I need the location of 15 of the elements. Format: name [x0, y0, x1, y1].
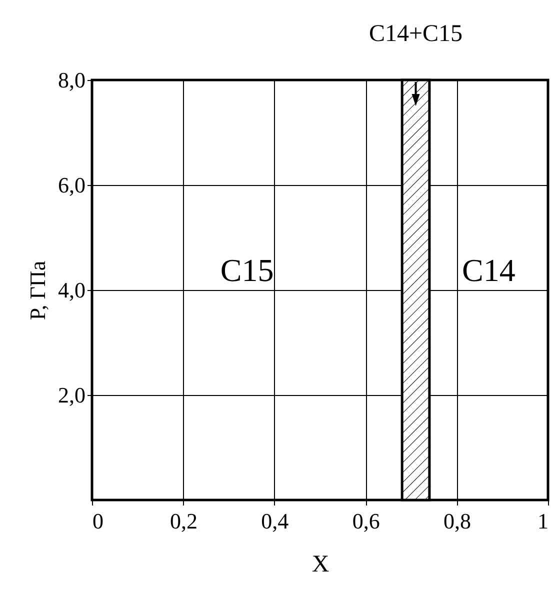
x-tick-label: 0,6 [352, 508, 380, 534]
annotation: C14 [462, 252, 516, 288]
annotation: C15 [220, 252, 274, 288]
x-tick-label: 0,2 [170, 508, 198, 534]
band-label: C14+C15 [368, 21, 463, 47]
x-tick-label: 0,4 [261, 508, 289, 534]
x-tick-label: 0 [92, 508, 104, 534]
x-axis-title: X [312, 552, 330, 578]
y-tick-label: 4,0 [58, 278, 86, 302]
x-tick-label: 0,8 [444, 508, 472, 534]
y-axis-title: P, ГПа [25, 260, 50, 320]
y-tick-label: 2,0 [58, 382, 86, 408]
y-tick-label: 8,0 [58, 68, 86, 92]
y-tick-label: 6,0 [58, 172, 86, 198]
x-tick-label: 1 [538, 508, 548, 534]
